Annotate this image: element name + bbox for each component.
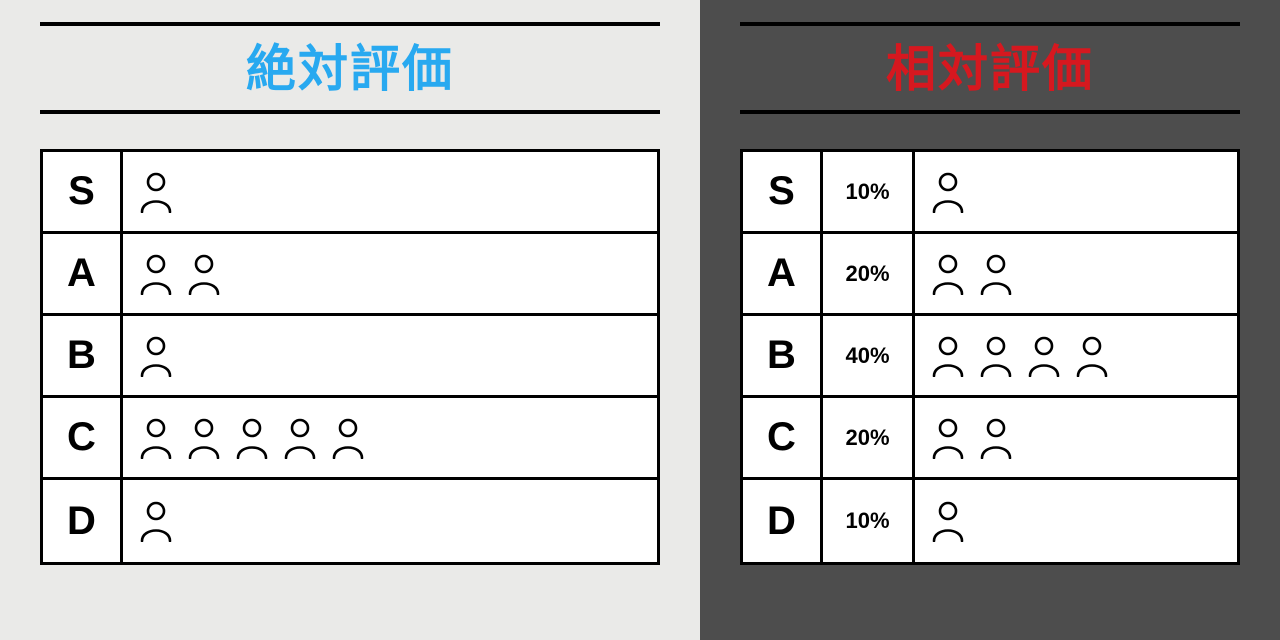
person-icon <box>139 335 173 377</box>
person-icon <box>1027 335 1061 377</box>
percent-cell: 40% <box>823 316 915 395</box>
table-row: B <box>43 316 657 398</box>
grade-cell: D <box>43 480 123 562</box>
people-cell <box>123 480 657 562</box>
table-row: A20% <box>743 234 1237 316</box>
table-row: C <box>43 398 657 480</box>
relative-eval-table: S10%A20%B40%C20%D10% <box>740 149 1240 565</box>
people-cell <box>915 152 1237 231</box>
person-icon <box>331 417 365 459</box>
people-cell <box>915 316 1237 395</box>
bottom-rule <box>40 110 660 114</box>
bottom-rule <box>740 110 1240 114</box>
absolute-eval-panel: 絶対評価 SABCD <box>0 0 700 640</box>
person-icon <box>931 417 965 459</box>
grade-cell: B <box>43 316 123 395</box>
person-icon <box>139 253 173 295</box>
absolute-eval-table: SABCD <box>40 149 660 565</box>
grade-cell: A <box>743 234 823 313</box>
person-icon <box>979 335 1013 377</box>
person-icon <box>139 417 173 459</box>
table-row: A <box>43 234 657 316</box>
person-icon <box>235 417 269 459</box>
relative-eval-panel: 相対評価 S10%A20%B40%C20%D10% <box>700 0 1280 640</box>
people-cell <box>123 234 657 313</box>
person-icon <box>931 171 965 213</box>
grade-cell: C <box>43 398 123 477</box>
grade-cell: B <box>743 316 823 395</box>
person-icon <box>931 253 965 295</box>
relative-eval-title: 相対評価 <box>740 26 1240 110</box>
person-icon <box>139 500 173 542</box>
percent-cell: 20% <box>823 234 915 313</box>
person-icon <box>979 253 1013 295</box>
people-cell <box>123 398 657 477</box>
table-row: D10% <box>743 480 1237 562</box>
grade-cell: A <box>43 234 123 313</box>
people-cell <box>915 234 1237 313</box>
percent-cell: 10% <box>823 480 915 562</box>
person-icon <box>283 417 317 459</box>
table-row: B40% <box>743 316 1237 398</box>
grade-cell: C <box>743 398 823 477</box>
person-icon <box>979 417 1013 459</box>
table-row: S <box>43 152 657 234</box>
table-row: C20% <box>743 398 1237 480</box>
grade-cell: S <box>743 152 823 231</box>
percent-cell: 10% <box>823 152 915 231</box>
person-icon <box>187 253 221 295</box>
people-cell <box>915 398 1237 477</box>
person-icon <box>931 500 965 542</box>
grade-cell: D <box>743 480 823 562</box>
person-icon <box>931 335 965 377</box>
table-row: S10% <box>743 152 1237 234</box>
people-cell <box>123 152 657 231</box>
people-cell <box>915 480 1237 562</box>
percent-cell: 20% <box>823 398 915 477</box>
person-icon <box>187 417 221 459</box>
grade-cell: S <box>43 152 123 231</box>
person-icon <box>1075 335 1109 377</box>
people-cell <box>123 316 657 395</box>
table-row: D <box>43 480 657 562</box>
person-icon <box>139 171 173 213</box>
absolute-eval-title: 絶対評価 <box>40 26 660 110</box>
